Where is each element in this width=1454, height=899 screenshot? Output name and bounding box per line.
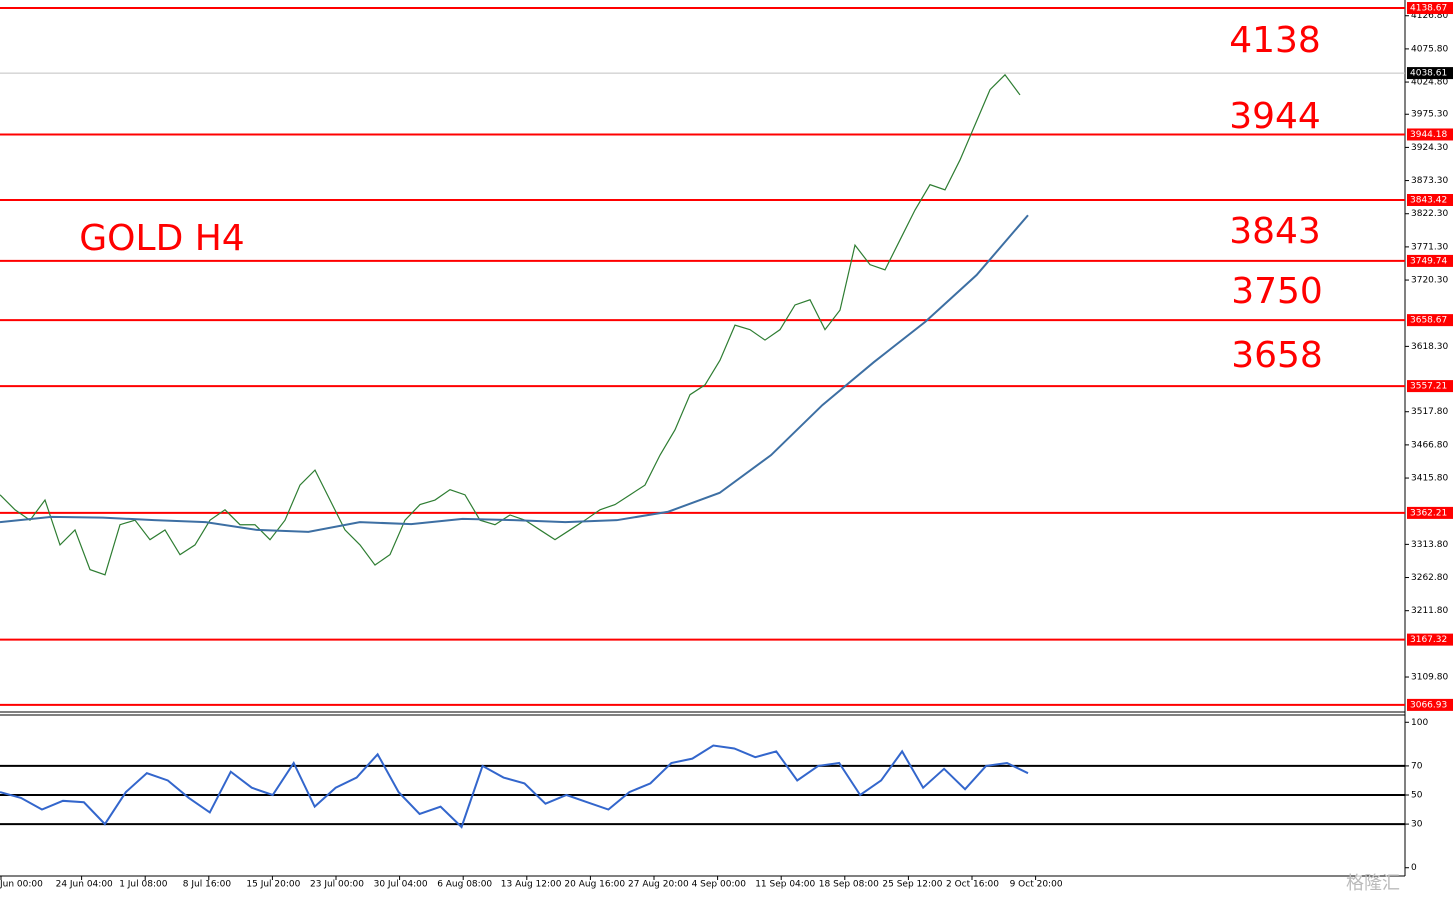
y-tick-label: 3873.30 <box>1411 176 1448 186</box>
annotation: 3750 <box>1231 271 1323 312</box>
y-tick-label: 3211.80 <box>1411 606 1448 616</box>
x-tick-label: 25 Sep 12:00 <box>882 880 942 890</box>
y-tick-label: 4075.80 <box>1411 44 1448 54</box>
y-tick-label: 3517.80 <box>1411 407 1448 417</box>
level-label: 3167.32 <box>1410 635 1447 645</box>
x-tick-label: 18 Sep 08:00 <box>819 880 879 890</box>
x-tick-label: 4 Sep 00:00 <box>692 880 747 890</box>
x-tick-label: 13 Aug 12:00 <box>501 880 562 890</box>
x-tick-label: 27 Aug 20:00 <box>628 880 689 890</box>
y-tick-label: 3771.30 <box>1411 242 1448 252</box>
level-label: 3944.18 <box>1410 130 1447 140</box>
y-tick-label: 70 <box>1411 761 1423 771</box>
y-tick-label: 4024.80 <box>1411 78 1448 88</box>
x-tick-label: 30 Jul 04:00 <box>374 880 428 890</box>
y-tick-label: 0 <box>1411 863 1417 873</box>
x-tick-label: 6 Aug 08:00 <box>437 880 492 890</box>
level-box <box>1407 506 1453 519</box>
x-tick-label: 11 Sep 04:00 <box>755 880 815 890</box>
level-label: 3557.21 <box>1410 382 1447 392</box>
level-label: 3843.42 <box>1410 195 1447 205</box>
level-label: 3749.74 <box>1410 256 1447 266</box>
y-tick-label: 100 <box>1411 718 1428 728</box>
y-tick-label: 3109.80 <box>1411 673 1448 683</box>
x-tick-label: 24 Jun 04:00 <box>56 880 113 890</box>
level-box <box>1407 314 1453 327</box>
x-tick-label: 9 Oct 20:00 <box>1010 880 1063 890</box>
x-tick-label: 15 Jul 20:00 <box>246 880 300 890</box>
current-price-label: 4038.61 <box>1410 69 1447 79</box>
y-tick-label: 3720.30 <box>1411 276 1448 286</box>
level-box <box>1407 380 1453 393</box>
y-tick-label: 30 <box>1411 820 1423 830</box>
y-tick-label: 3975.30 <box>1411 110 1448 120</box>
annotation: 3944 <box>1229 96 1321 137</box>
annotation: GOLD H4 <box>79 218 244 259</box>
annotation: 3658 <box>1231 335 1323 376</box>
annotation: 4138 <box>1229 20 1321 61</box>
annotation: 3843 <box>1229 211 1321 252</box>
level-box <box>1407 128 1453 141</box>
price-line <box>0 214 1029 533</box>
current-price-box <box>1407 67 1453 80</box>
x-tick-label: 1 Jul 08:00 <box>119 880 168 890</box>
level-label: 3066.93 <box>1410 700 1447 710</box>
level-box <box>1407 254 1453 267</box>
x-tick-label: 8 Jul 16:00 <box>183 880 232 890</box>
y-tick-label: 3618.30 <box>1411 342 1448 352</box>
y-tick-label: 50 <box>1411 791 1423 801</box>
x-tick-label: 23 Jul 00:00 <box>310 880 364 890</box>
y-tick-label: 3466.80 <box>1411 440 1448 450</box>
level-box <box>1407 2 1453 15</box>
price-line <box>0 73 1021 576</box>
watermark: 格隆汇 <box>1346 873 1400 894</box>
y-tick-label: 3415.80 <box>1411 474 1448 484</box>
x-tick-label: 20 Aug 16:00 <box>564 880 625 890</box>
price-line <box>0 744 1029 829</box>
level-box <box>1407 698 1453 711</box>
y-tick-label: 3313.80 <box>1411 540 1448 550</box>
level-box <box>1407 633 1453 646</box>
level-label: 4138.67 <box>1410 4 1447 14</box>
y-tick-label: 3262.80 <box>1411 573 1448 583</box>
y-tick-label: 4126.80 <box>1411 11 1448 21</box>
y-tick-label: 3822.30 <box>1411 209 1448 219</box>
level-label: 3658.67 <box>1410 316 1447 326</box>
level-box <box>1407 193 1453 206</box>
x-tick-label: Jun 00:00 <box>0 880 43 890</box>
y-tick-label: 3924.30 <box>1411 143 1448 153</box>
x-tick-label: 2 Oct 16:00 <box>946 880 999 890</box>
level-label: 3362.21 <box>1410 508 1447 518</box>
